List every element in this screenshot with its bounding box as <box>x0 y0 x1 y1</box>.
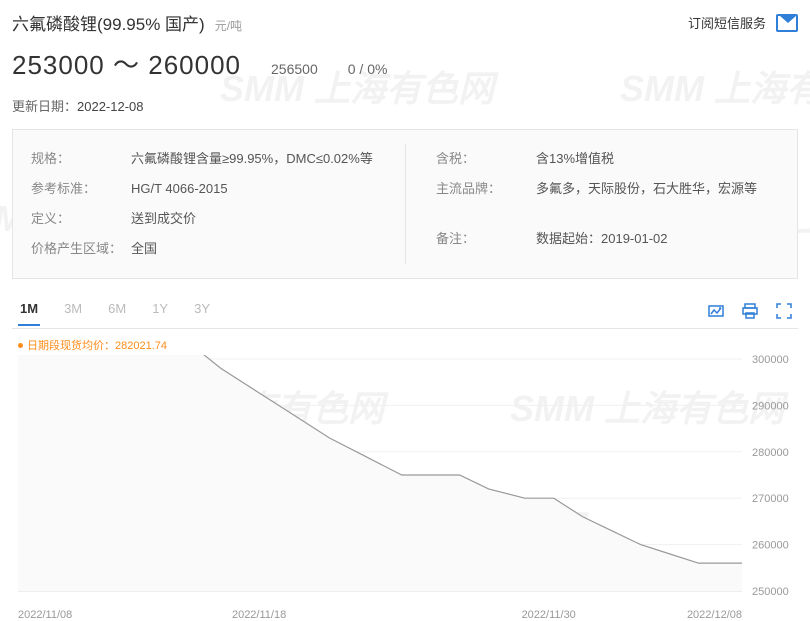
fullscreen-icon[interactable] <box>776 303 792 319</box>
range-tab-1y[interactable]: 1Y <box>150 297 170 326</box>
y-tick-label: 260000 <box>752 539 789 551</box>
price-chart[interactable]: 250000 260000 270000 280000 290000 300000 <box>12 355 798 605</box>
spec-value: 六氟磷酸锂含量≥99.95%，DMC≤0.02%等 <box>131 144 373 174</box>
subscribe-sms-link[interactable]: 订阅短信服务 <box>688 13 766 32</box>
header-row: 六氟磷酸锂(99.95% 国产) 元/吨 订阅短信服务 <box>12 10 798 35</box>
spec-value: 含13%增值税 <box>536 144 614 174</box>
spec-row: 规格：六氟磷酸锂含量≥99.95%，DMC≤0.02%等 <box>31 144 405 174</box>
spec-row: 含税：含13%增值税 <box>436 144 779 174</box>
y-tick-label: 270000 <box>752 493 789 505</box>
spec-label: 规格： <box>31 144 131 174</box>
mail-icon[interactable] <box>776 14 798 32</box>
spec-row: 定义：送到成交价 <box>31 204 405 234</box>
x-tick-label: 2022/12/08 <box>687 609 742 621</box>
update-row: 更新日期：2022-12-08 <box>12 96 798 115</box>
spec-value: 全国 <box>131 234 157 264</box>
price-range: 253000 ～ 260000 <box>12 45 241 82</box>
spec-label: 含税： <box>436 144 536 174</box>
period-avg-label: 日期段现货均价：282021.74 <box>18 337 798 353</box>
spec-label: 主流品牌： <box>436 174 536 204</box>
range-tab-1m[interactable]: 1M <box>18 297 40 326</box>
chart-area-fill <box>18 355 742 591</box>
spec-label: 备注： <box>436 224 536 254</box>
price-average: 256500 <box>271 61 318 77</box>
y-tick-label: 250000 <box>752 586 789 598</box>
product-title: 六氟磷酸锂(99.95% 国产) <box>12 10 205 35</box>
avg-dot-icon <box>18 343 23 348</box>
y-tick-label: 290000 <box>752 400 789 412</box>
spec-row: 价格产生区域：全国 <box>31 234 405 264</box>
spec-label: 参考标准： <box>31 174 131 204</box>
range-tab-3m[interactable]: 3M <box>62 297 84 326</box>
spec-row: 参考标准：HG/T 4066-2015 <box>31 174 405 204</box>
spec-row: 备注：数据起始：2019-01-02 <box>436 224 779 254</box>
download-image-icon[interactable] <box>708 303 724 319</box>
x-tick-label: 2022/11/08 <box>18 609 72 621</box>
x-axis-labels: 2022/11/08 2022/11/18 2022/11/30 2022/12/08 <box>12 605 798 621</box>
x-tick-label: 2022/11/18 <box>232 609 286 621</box>
range-tab-3y[interactable]: 3Y <box>192 297 212 326</box>
spec-row: 主流品牌：多氟多，天际股份，石大胜华，宏源等 <box>436 174 779 204</box>
spec-label: 价格产生区域： <box>31 234 131 264</box>
price-high: 260000 <box>148 50 241 80</box>
spec-value: 送到成交价 <box>131 204 196 234</box>
update-label: 更新日期： <box>12 99 77 114</box>
chart-section: 1M 3M 6M 1Y 3Y 日期段现货均价：282021.74 250000 26000… <box>12 297 798 621</box>
print-icon[interactable] <box>742 303 758 319</box>
spec-value: 多氟多，天际股份，石大胜华，宏源等 <box>536 174 757 204</box>
price-unit: 元/吨 <box>215 17 242 34</box>
price-row: 253000 ～ 260000 256500 0 / 0% <box>12 45 798 82</box>
range-tab-6m[interactable]: 6M <box>106 297 128 326</box>
price-change: 0 / 0% <box>348 61 388 77</box>
update-date: 2022-12-08 <box>77 99 144 114</box>
spec-label: 定义： <box>31 204 131 234</box>
spec-value: HG/T 4066-2015 <box>131 174 228 204</box>
price-sep: ～ <box>113 50 140 80</box>
spec-value: 数据起始：2019-01-02 <box>536 224 668 254</box>
price-low: 253000 <box>12 50 105 80</box>
x-tick-label: 2022/11/30 <box>522 609 576 621</box>
y-tick-label: 280000 <box>752 446 789 458</box>
spec-panel: 规格：六氟磷酸锂含量≥99.95%，DMC≤0.02%等参考标准：HG/T 40… <box>12 129 798 279</box>
y-tick-label: 300000 <box>752 355 789 366</box>
